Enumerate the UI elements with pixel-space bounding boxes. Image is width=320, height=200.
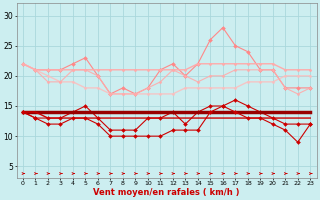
X-axis label: Vent moyen/en rafales ( km/h ): Vent moyen/en rafales ( km/h )	[93, 188, 240, 197]
